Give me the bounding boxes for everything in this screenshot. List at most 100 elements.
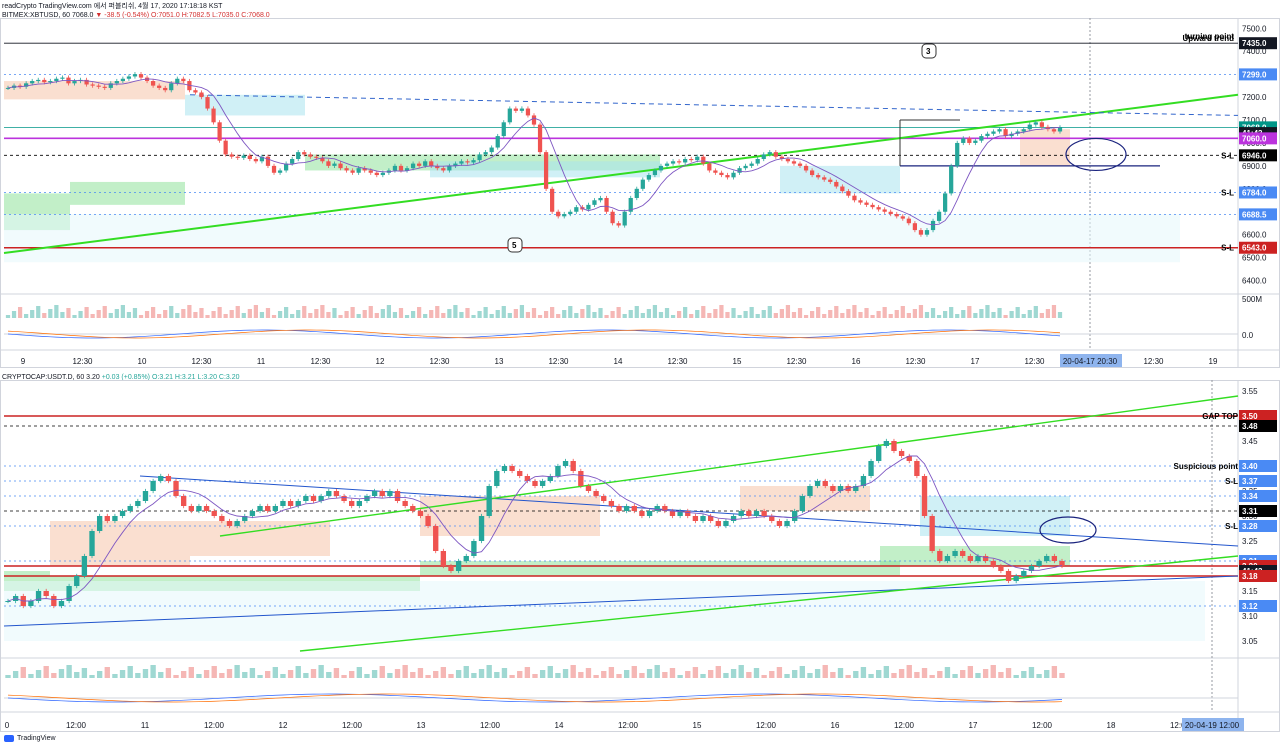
- volume-bar: [585, 668, 592, 678]
- candle-body: [374, 172, 379, 176]
- volume-bar: [318, 665, 324, 678]
- candle-body: [791, 161, 797, 164]
- candle-body: [404, 168, 410, 171]
- volume-bar: [622, 314, 627, 318]
- volume-bar: [846, 309, 851, 318]
- volume-bar: [48, 309, 53, 318]
- crosshair-time-label: 20-04-19 12:00: [1185, 721, 1240, 730]
- top-symbol: BITMEX:XBTUSD, 60: [2, 12, 71, 19]
- volume-bar: [517, 671, 523, 678]
- volume-bar: [677, 675, 683, 678]
- x-tick-label: 15: [693, 721, 702, 730]
- volume-bar: [834, 306, 839, 318]
- x-tick-label: 12:30: [72, 357, 93, 366]
- volume-bar: [670, 315, 676, 318]
- candle-body: [142, 491, 149, 501]
- candle-body: [830, 486, 836, 491]
- candle-body: [295, 501, 301, 506]
- candle-body: [114, 81, 119, 84]
- x-tick-label: 15: [733, 357, 742, 366]
- candle-body: [860, 476, 867, 486]
- level-tag-text: 3.28: [1242, 522, 1258, 531]
- candle-body: [610, 211, 615, 224]
- volume-bar: [816, 307, 821, 318]
- candle-body: [54, 78, 59, 82]
- candle-body: [74, 576, 80, 586]
- candle-body: [433, 526, 439, 551]
- volume-bar: [900, 306, 905, 318]
- volume-bar: [350, 307, 355, 318]
- candle-body: [320, 157, 325, 162]
- volume-bar: [181, 309, 186, 318]
- volume-bar: [223, 314, 228, 318]
- candle-body: [891, 441, 897, 451]
- bottom-dominance-chart[interactable]: 3.553.503.453.403.353.303.253.203.153.10…: [0, 380, 1280, 732]
- volume-bar: [441, 313, 446, 318]
- volume-bar: [731, 308, 736, 318]
- candle-body: [834, 181, 839, 187]
- candle-body: [72, 81, 77, 84]
- candle-body: [234, 521, 240, 526]
- volume-bar: [12, 671, 19, 678]
- volume-bar: [562, 310, 567, 318]
- volume-bar: [525, 312, 531, 318]
- volume-bar: [1033, 306, 1038, 318]
- volume-bar: [695, 310, 700, 318]
- candle-body: [163, 87, 168, 91]
- candle-body: [489, 147, 494, 153]
- volume-bar: [701, 306, 706, 318]
- candle-body: [639, 511, 645, 516]
- candle-body: [509, 466, 515, 471]
- moving-average-line: [7, 455, 1063, 602]
- bottom-chart-pane[interactable]: 3.553.503.453.403.353.303.253.203.153.10…: [0, 380, 1280, 732]
- top-price-chart[interactable]: 7500.07400.07300.07200.07100.07000.06900…: [0, 18, 1280, 368]
- volume-bar: [640, 313, 645, 318]
- candle-body: [531, 115, 537, 125]
- volume-bar: [144, 311, 150, 318]
- candle-body: [241, 155, 246, 158]
- volume-bar: [320, 305, 325, 318]
- candle-body: [333, 491, 340, 496]
- candle-body: [921, 476, 928, 516]
- candle-body: [707, 163, 712, 171]
- volume-bar: [368, 306, 373, 318]
- candle-body: [356, 168, 361, 173]
- candle-body: [253, 159, 259, 162]
- top-change: ▼ -38.5 (-0.54%): [95, 12, 150, 19]
- volume-bar: [776, 667, 783, 678]
- volume-bar: [28, 674, 34, 678]
- volume-bar: [791, 312, 797, 318]
- volume-bar: [985, 305, 990, 318]
- candle-body: [853, 486, 859, 491]
- candle-body: [465, 161, 470, 163]
- volume-bar: [11, 311, 17, 318]
- volume-bar: [646, 309, 651, 318]
- volume-bar: [494, 672, 500, 678]
- candle-body: [955, 142, 960, 166]
- volume-bar: [410, 311, 416, 318]
- volume-bar: [296, 310, 301, 318]
- candle-body: [753, 511, 760, 516]
- volume-bar: [150, 307, 156, 318]
- candle-body: [598, 197, 603, 201]
- volume-bar: [127, 666, 133, 678]
- volume-bar: [876, 670, 882, 678]
- candle-body: [990, 561, 996, 566]
- candle-body: [658, 165, 664, 171]
- candle-body: [126, 76, 132, 79]
- candle-body: [918, 230, 924, 235]
- y-tick-label: 3.05: [1242, 637, 1258, 646]
- candle-body: [158, 476, 164, 481]
- volume-bar: [425, 675, 431, 678]
- cloud-band-1: [185, 94, 305, 116]
- top-chart-pane[interactable]: 7500.07400.07300.07200.07100.07000.06900…: [0, 18, 1280, 368]
- candle-body: [362, 168, 367, 171]
- volume-bar: [960, 670, 966, 678]
- x-tick-label: 12:30: [1143, 357, 1164, 366]
- candle-body: [17, 85, 23, 87]
- level-tag-box: [1239, 600, 1277, 612]
- callout-box: [507, 237, 523, 253]
- volume-bar: [203, 670, 210, 678]
- callout-box: [921, 43, 937, 59]
- volume-bar: [51, 673, 57, 678]
